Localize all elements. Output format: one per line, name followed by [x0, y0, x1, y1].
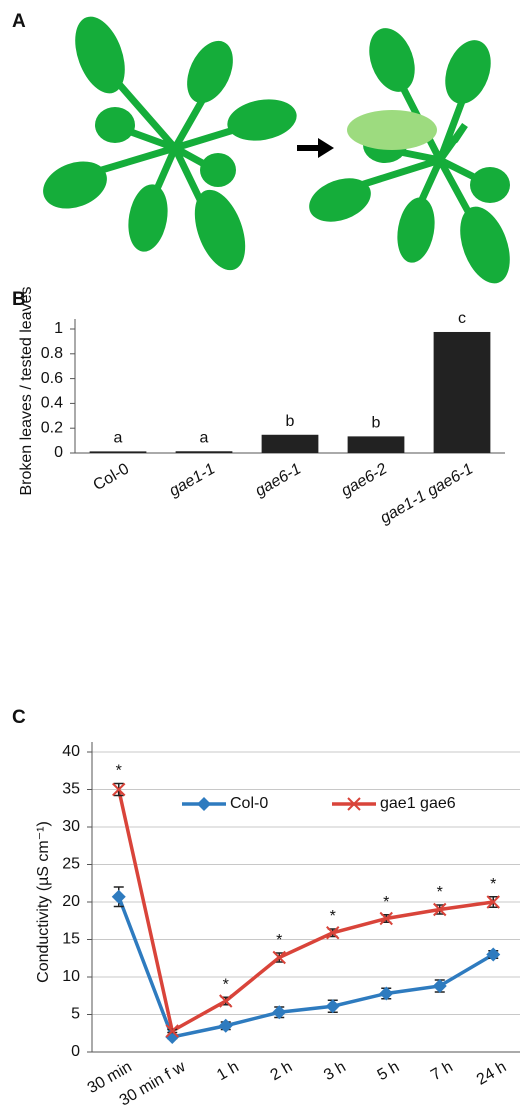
y-tick-label: 10: [62, 968, 80, 985]
x-tick-label: 24 h: [474, 1058, 509, 1088]
y-tick-label: 0.4: [41, 395, 63, 412]
point: [325, 999, 340, 1014]
y-tick-label: 0: [71, 1043, 80, 1060]
arrow: [297, 138, 334, 158]
significance-mark: *: [276, 932, 282, 949]
bar: [175, 451, 233, 453]
significance-mark: *: [383, 894, 389, 911]
point: [486, 947, 501, 962]
bar: [261, 434, 319, 453]
y-tick-label: 0.8: [41, 345, 63, 362]
y-tick-label: 0.6: [41, 370, 63, 387]
y-tick-label: 0.2: [41, 419, 63, 436]
legend-label: gae1 gae6: [380, 795, 456, 812]
bar: [89, 451, 147, 453]
rosette-after: [309, 28, 510, 284]
x-tick-label: gae1-1 gae6-1: [377, 460, 476, 527]
x-tick-label: 7 h: [428, 1058, 456, 1084]
x-tick-label: gae1-1: [166, 460, 218, 500]
significance-mark: *: [116, 763, 122, 780]
rosette-before: [43, 16, 297, 271]
y-tick-label: 30: [62, 818, 80, 835]
annotation: b: [286, 413, 295, 430]
point: [272, 1005, 287, 1020]
y-axis-label: Conductivity (µS cm⁻¹): [35, 821, 52, 983]
significance-mark: *: [330, 908, 336, 925]
legend-label: Col-0: [230, 795, 268, 812]
panel-label: B: [12, 289, 26, 310]
point: [486, 895, 500, 909]
x-tick-label: gae6-1: [252, 460, 304, 500]
annotation: c: [458, 310, 466, 327]
point: [433, 902, 447, 917]
point: [165, 1024, 179, 1038]
panel-label: A: [12, 11, 26, 32]
x-tick-label: 2 h: [268, 1058, 296, 1084]
point: [272, 950, 286, 965]
point: [326, 926, 340, 940]
annotation: b: [372, 415, 381, 432]
significance-mark: *: [223, 976, 229, 993]
point: [219, 994, 233, 1008]
y-tick-label: 25: [62, 856, 80, 873]
point: [218, 1018, 233, 1033]
annotation: a: [114, 430, 123, 447]
point: [432, 979, 447, 993]
point: [112, 782, 126, 797]
point: [379, 911, 393, 926]
series-line: [117, 896, 495, 1040]
y-tick-label: 1: [54, 320, 63, 337]
point: [111, 889, 126, 904]
x-tick-label: 3 h: [321, 1058, 349, 1084]
x-tick-label: Col-0: [90, 460, 132, 494]
legend-marker: [197, 797, 211, 811]
significance-mark: *: [490, 876, 496, 893]
y-tick-label: 0: [54, 444, 63, 461]
y-tick-label: 5: [71, 1006, 80, 1023]
y-tick-label: 15: [62, 931, 80, 948]
series-line: [117, 789, 494, 1034]
panel-label: C: [12, 707, 26, 728]
legend-marker: [347, 797, 361, 811]
significance-mark: *: [437, 884, 443, 901]
point: [379, 986, 394, 1001]
bar: [433, 331, 491, 453]
x-tick-label: 5 h: [375, 1058, 403, 1084]
annotation: a: [200, 429, 209, 446]
y-tick-label: 35: [62, 781, 80, 798]
y-tick-label: 20: [62, 893, 80, 910]
bar: [347, 436, 405, 453]
y-axis-label: Broken leaves / tested leaves: [18, 286, 35, 495]
y-tick-label: 40: [62, 743, 80, 760]
x-tick-label: gae6-2: [338, 460, 390, 500]
x-tick-label: 1 h: [214, 1058, 242, 1084]
